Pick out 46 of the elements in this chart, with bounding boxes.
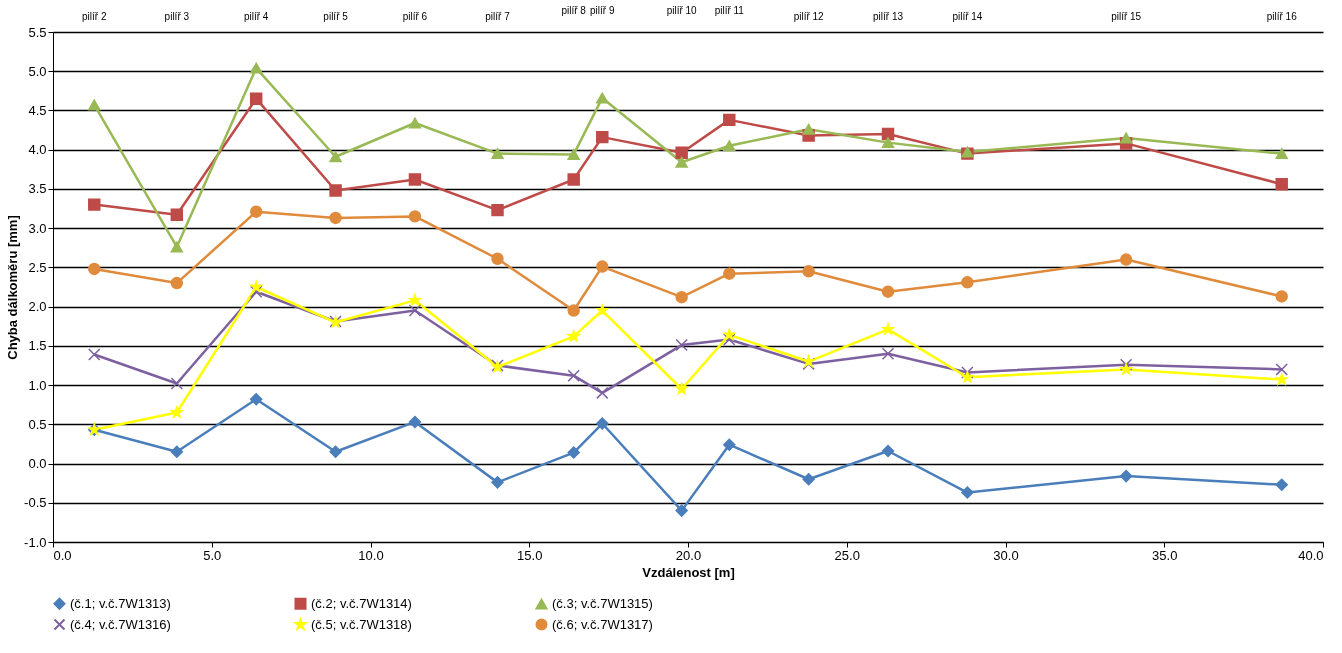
text: pilíř 12 [793, 11, 825, 22]
text: pilíř 16 [1266, 11, 1298, 22]
y-axis-title: Chyba dálkoměru [mm] [5, 215, 21, 360]
legend-label: (č.1; v.č.7W1313) [70, 595, 171, 611]
y-tick-label: 3.0 [28, 220, 47, 236]
y-tick-label: 5.0 [28, 63, 47, 79]
text: pilíř 13 [873, 11, 904, 22]
y-tick-label: 3.5 [28, 181, 47, 197]
x-tick-label: 20.0 [675, 547, 702, 563]
x-tick-label: 30.0 [993, 547, 1019, 563]
text: pilíř 14 [952, 11, 983, 22]
y-tick-label: 0.0 [28, 456, 47, 472]
y-tick-label: 1.0 [28, 377, 47, 393]
text: pilíř 3 [164, 11, 190, 22]
y-tick-label: 2.5 [28, 259, 47, 275]
text: pilíř 11 [714, 5, 745, 16]
y-tick-label: -1.0 [24, 534, 47, 550]
y-tick-label: 5.5 [28, 24, 47, 40]
text: pilíř 15 [1111, 11, 1142, 22]
x-tick-label: 35.0 [1152, 547, 1178, 563]
text: pilíř 10 [666, 5, 698, 16]
x-tick-label: 40.0 [1298, 547, 1324, 563]
y-tick-label: 0.5 [28, 416, 47, 432]
legend-label: (č.2; v.č.7W1314) [311, 595, 412, 611]
legend-label: (č.5; v.č.7W1318) [311, 616, 412, 632]
y-tick-label: 4.5 [28, 102, 47, 118]
legend-label: (č.6; v.č.7W1317) [552, 616, 653, 632]
legend-label: (č.3; v.č.7W1315) [552, 596, 653, 612]
text: pilíř 5 [323, 11, 349, 22]
text: pilíř 6 [402, 11, 428, 22]
text: pilíř 7 [485, 11, 511, 22]
text: pilíř 9 [590, 5, 615, 16]
x-tick-label: 5.0 [203, 547, 222, 563]
y-tick-label: 1.5 [28, 338, 47, 354]
y-tick-label: 2.0 [28, 299, 47, 315]
y-tick-label: -0.5 [24, 495, 47, 511]
legend-label: (č.4; v.č.7W1316) [70, 616, 171, 632]
x-tick-label: 15.0 [517, 547, 543, 563]
y-tick-label: 4.0 [28, 142, 47, 158]
x-tick-label: 0.0 [53, 547, 72, 563]
text: pilíř 2 [82, 11, 107, 22]
text: pilíř 4 [243, 11, 269, 22]
x-tick-label: 10.0 [358, 547, 384, 563]
text: pilíř 8 [561, 5, 587, 16]
x-axis-title: Vzdálenost [m] [642, 564, 735, 580]
x-tick-label: 25.0 [834, 547, 860, 563]
